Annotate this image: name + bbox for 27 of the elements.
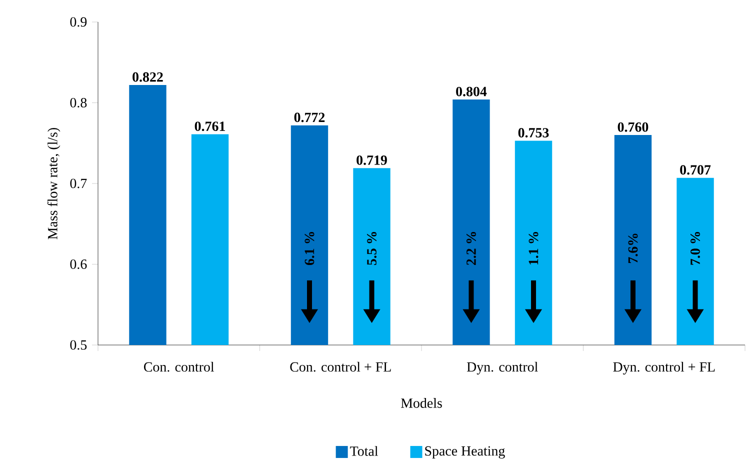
y-tick-label: 0.6 bbox=[70, 260, 87, 269]
annotation: 7.6% bbox=[628, 234, 638, 263]
x-tick-label: Con. control bbox=[144, 362, 214, 372]
data-label: 0.804 bbox=[456, 86, 487, 96]
data-label: 0.707 bbox=[680, 165, 711, 175]
annotation: 7.0 % bbox=[690, 232, 700, 265]
y-tick-label: 0.8 bbox=[70, 98, 87, 108]
x-axis-title: Models bbox=[400, 398, 442, 408]
y-tick-label: 0.5 bbox=[70, 340, 87, 350]
x-tick-label: Dyn. control bbox=[466, 362, 538, 375]
data-label: 0.753 bbox=[518, 128, 549, 138]
data-label: 0.772 bbox=[294, 112, 325, 122]
y-axis-title: Mass flow rate, (l/s) bbox=[47, 128, 60, 240]
legend-label: Total bbox=[350, 446, 378, 456]
annotation: 2.2 % bbox=[466, 232, 476, 265]
data-label: 0.760 bbox=[618, 122, 648, 132]
x-tick-label: Dyn. control + FL bbox=[613, 362, 715, 375]
annotation: 6.1 % bbox=[304, 232, 314, 266]
y-tick-label: 0.7 bbox=[70, 178, 87, 188]
data-label: 0.822 bbox=[132, 72, 163, 82]
data-label: 0.719 bbox=[356, 155, 387, 165]
annotation: 1.1 % bbox=[528, 232, 538, 264]
annotation: 5.5 % bbox=[367, 232, 377, 265]
y-tick-label: 0.9 bbox=[70, 17, 87, 27]
legend-label: Space Heating bbox=[425, 446, 505, 459]
x-tick-label: Con. control + FL bbox=[290, 362, 391, 372]
data-label: 0.761 bbox=[194, 122, 225, 132]
